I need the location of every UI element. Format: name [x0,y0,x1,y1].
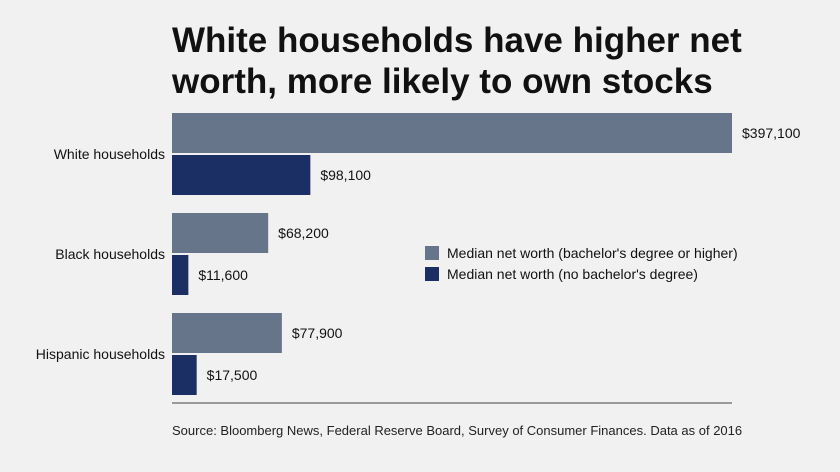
legend-label-series-1: Median net worth (bachelor's degree or h… [447,245,738,261]
bar-black-households-series-2 [172,255,189,295]
category-label-black-households: Black households [55,246,165,262]
category-label-white-households: White households [54,146,165,162]
legend-label-series-2: Median net worth (no bachelor's degree) [447,266,698,282]
data-label-white-households-series-2: $98,100 [320,167,371,183]
legend-swatch-series-2 [425,267,439,281]
bar-black-households-series-1 [172,213,269,253]
category-label-hispanic-households: Hispanic households [36,346,165,362]
data-label-hispanic-households-series-1: $77,900 [292,325,343,341]
bar-hispanic-households-series-2 [172,355,197,395]
legend-swatch-series-1 [425,246,439,260]
data-label-hispanic-households-series-2: $17,500 [207,367,258,383]
bar-white-households-series-2 [172,155,311,195]
source-note: Source: Bloomberg News, Federal Reserve … [172,423,743,438]
bar-white-households-series-1 [172,113,732,153]
data-label-white-households-series-1: $397,100 [742,125,801,141]
chart-title: White households have higher net worth, … [172,21,742,101]
data-label-black-households-series-1: $68,200 [278,225,329,241]
bar-hispanic-households-series-1 [172,313,282,353]
data-label-black-households-series-2: $11,600 [198,267,248,283]
